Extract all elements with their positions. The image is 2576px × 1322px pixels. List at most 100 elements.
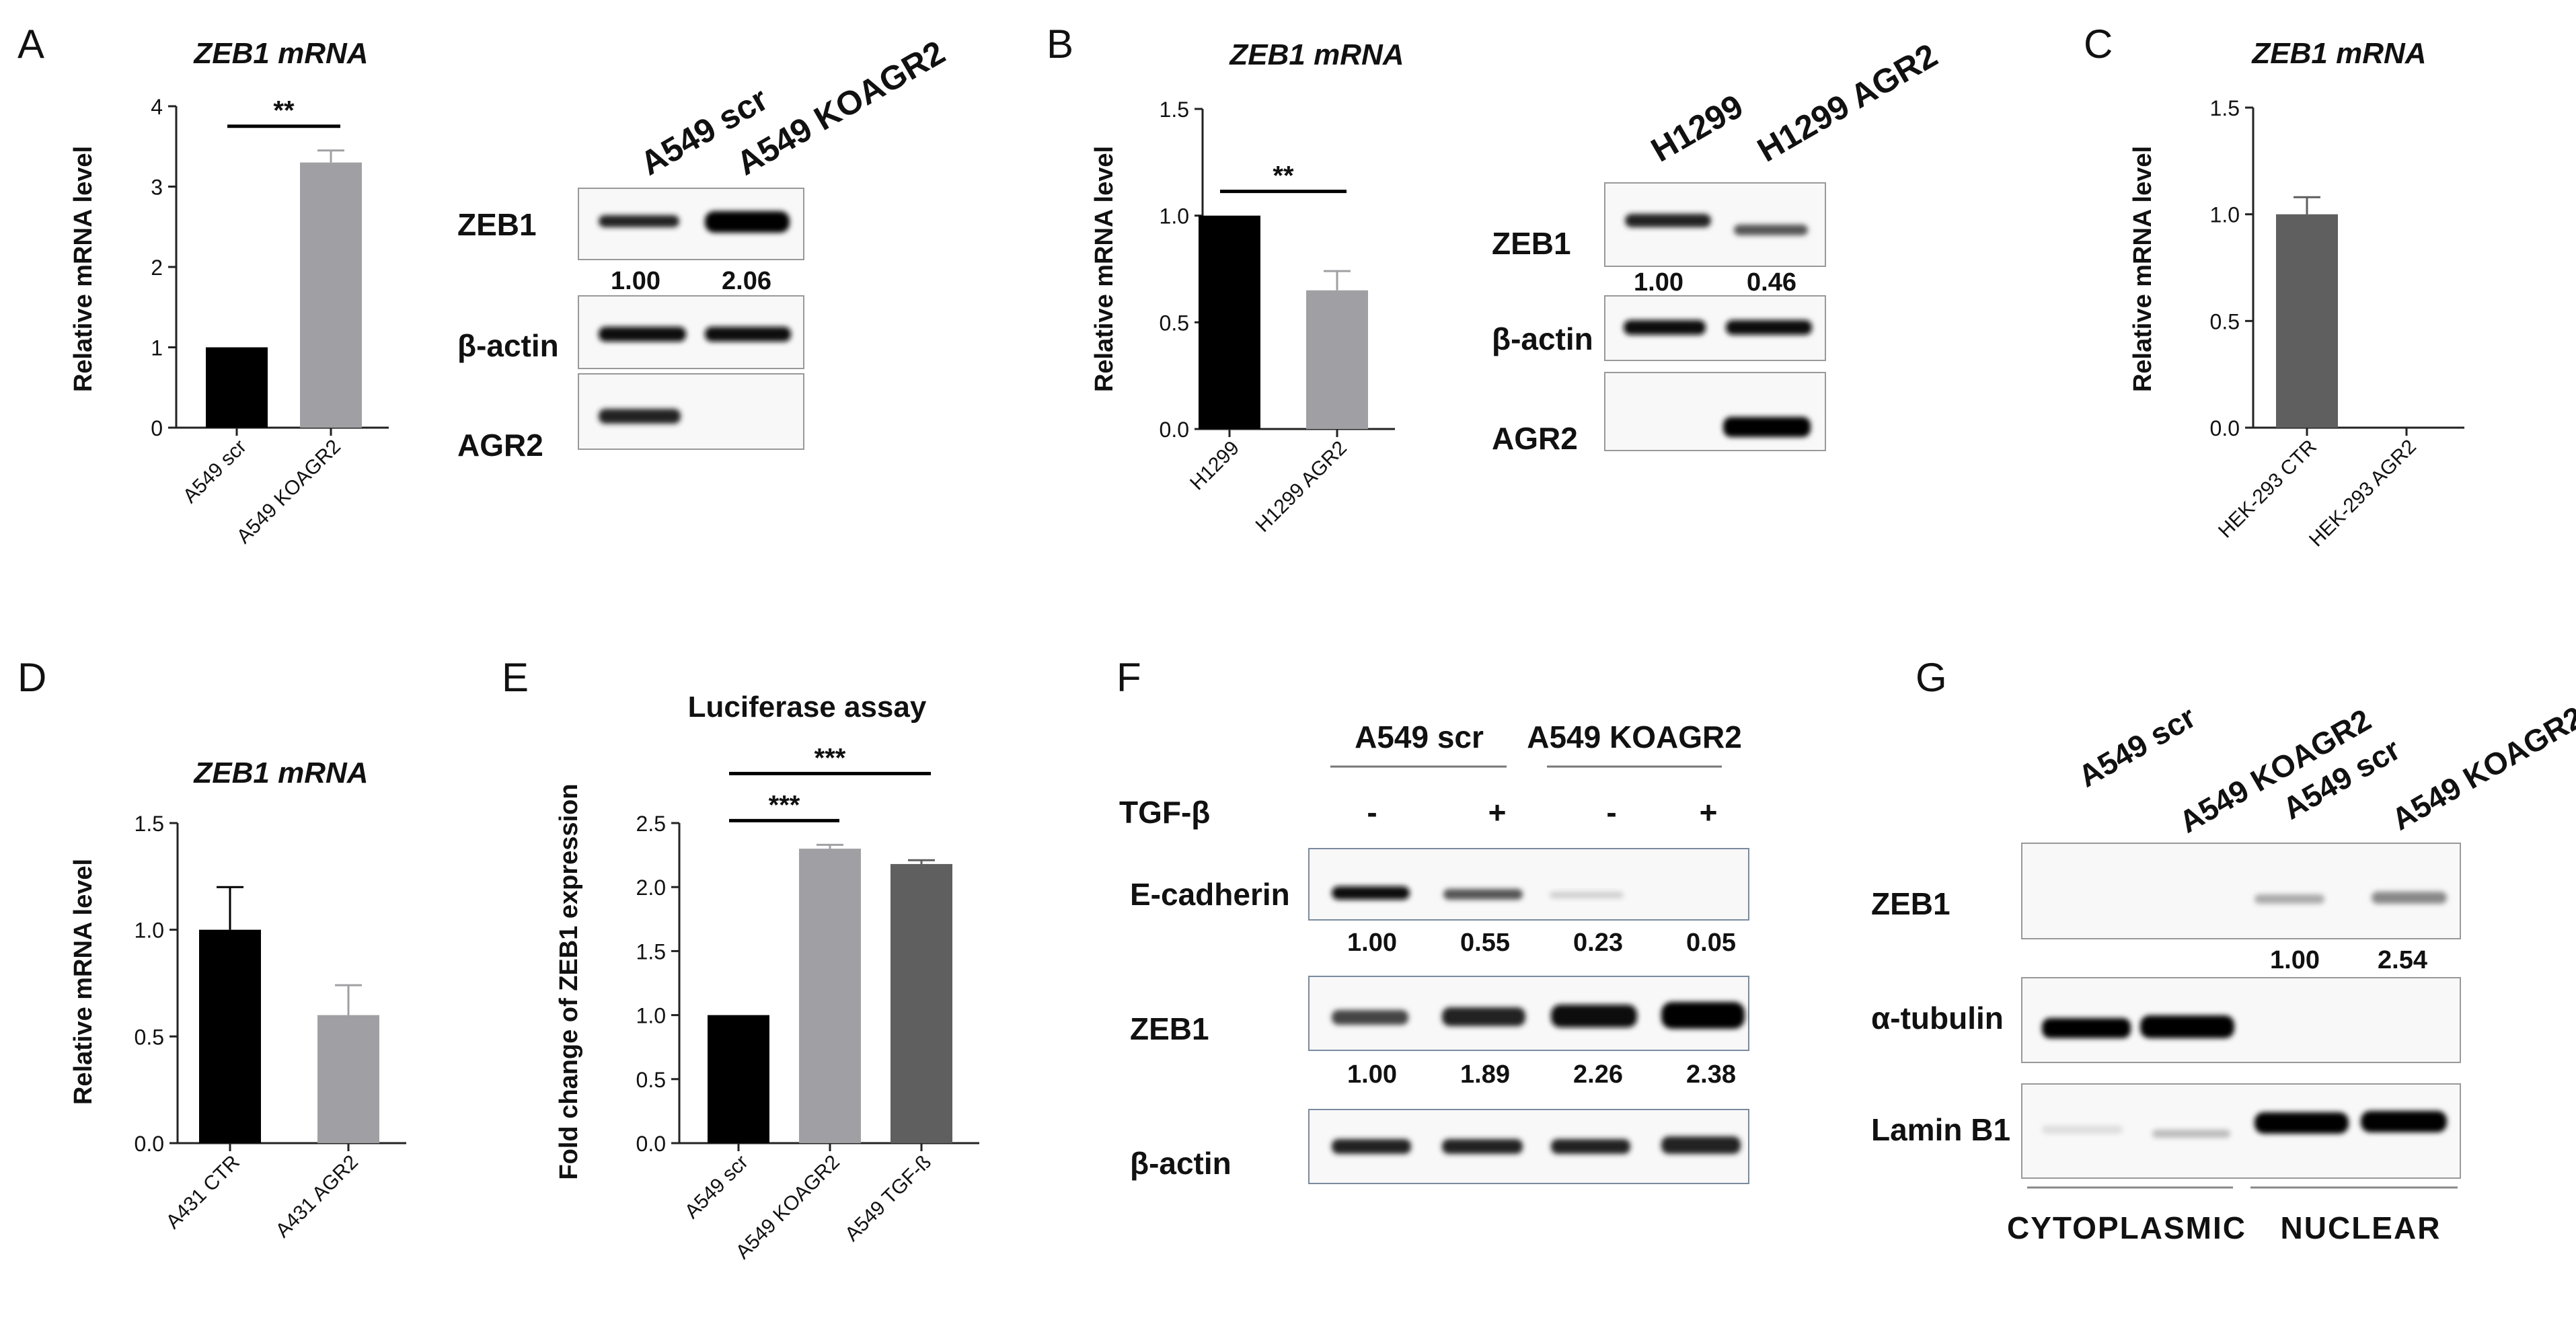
- y-tick-label: 0.5: [135, 1025, 164, 1049]
- blot-f-quant: 1.00: [1347, 1060, 1397, 1089]
- blot-b-row-label: AGR2: [1492, 421, 1578, 456]
- y-tick-label: 2.5: [636, 812, 666, 836]
- bar: [300, 162, 362, 428]
- blot-f-group-label: A549 scr: [1355, 720, 1484, 754]
- panel-letter-c: C: [2084, 22, 2113, 67]
- blot-f-quant: 2.26: [1573, 1060, 1623, 1089]
- blot-band: [1442, 1007, 1525, 1026]
- chart-title: ZEB1 mRNA: [1228, 38, 1404, 71]
- chart-d: ZEB1 mRNA Relative mRNA level 0.0 0.5 1.0 1.5…: [69, 756, 406, 1242]
- panel-letter-e: E: [502, 655, 529, 700]
- blot-f-treatment-sign: -: [1606, 795, 1616, 830]
- y-axis-label: Fold change of ZEB1 expression: [555, 783, 583, 1179]
- blot-b: H1299 H1299 AGR2 ZEB1 β-actin AGR2 1.00 …: [1492, 36, 1944, 456]
- blot-band: [1550, 892, 1624, 898]
- y-tick-label: 1.5: [636, 939, 666, 964]
- blot-g-fraction-label: CYTOPLASMIC: [2007, 1210, 2246, 1245]
- blot-band: [1332, 1010, 1408, 1025]
- blot-b-quant: 0.46: [1747, 268, 1796, 297]
- blot-f: A549 scr A549 KOAGR2 TGF-β - + - + E-cad…: [1119, 720, 1749, 1184]
- bar: [2276, 214, 2338, 428]
- x-tick-label: HEK-293 CTR: [2214, 436, 2321, 543]
- blot-g-quant: 1.00: [2270, 946, 2320, 974]
- y-tick-label: 4: [151, 95, 163, 119]
- blot-f-membrane: [1308, 848, 1749, 921]
- blot-g-fraction-label: NUCLEAR: [2281, 1210, 2441, 1245]
- blot-band: [599, 215, 679, 227]
- x-tick-label: A549 TGF-ß: [841, 1151, 936, 1246]
- blot-f-row-label: E-cadherin: [1130, 877, 1290, 912]
- blot-f-quant: 1.00: [1347, 929, 1397, 957]
- blot-band: [1624, 320, 1706, 335]
- x-tick-label: HEK-293 AGR2: [2305, 436, 2421, 551]
- blot-b-row-label: ZEB1: [1492, 226, 1571, 261]
- blot-a-quant: 1.00: [611, 267, 660, 295]
- chart-title: ZEB1 mRNA: [192, 756, 368, 789]
- chart-title: ZEB1 mRNA: [192, 37, 368, 70]
- blot-f-treatment-label: TGF-β: [1119, 795, 1210, 830]
- blot-f-quant: 1.89: [1460, 1060, 1510, 1089]
- x-tick-label: A549 scr: [179, 436, 251, 508]
- bar: [206, 347, 268, 428]
- blot-band: [599, 409, 681, 424]
- blot-band: [1661, 1002, 1745, 1029]
- y-tick-label: 1: [151, 336, 163, 360]
- y-tick-label: 0: [151, 416, 163, 440]
- blot-f-row-label: β-actin: [1130, 1146, 1232, 1181]
- blot-band: [1442, 1139, 1523, 1154]
- blot-band: [1625, 214, 1711, 227]
- y-tick-label: 0.0: [636, 1132, 666, 1156]
- bar: [199, 929, 261, 1143]
- blot-g-lane-label: A549 KOAGR2: [2386, 699, 2576, 837]
- y-tick-label: 0.0: [1160, 418, 1189, 442]
- y-tick-label: 0.5: [636, 1068, 666, 1092]
- significance-label: ***: [815, 743, 846, 773]
- blot-band: [2140, 1015, 2234, 1038]
- chart-c: ZEB1 mRNA Relative mRNA level 0.0 0.5 1.0 1.5…: [2129, 37, 2464, 551]
- y-axis-label: Relative mRNA level: [1090, 146, 1119, 392]
- blot-f-quant: 0.23: [1573, 929, 1623, 957]
- blot-g: A549 scr A549 KOAGR2 A549 scr A549 KOAGR…: [1871, 699, 2576, 1245]
- significance-label: ***: [769, 790, 800, 820]
- panel-letter-d: D: [17, 655, 46, 700]
- blot-band: [705, 211, 790, 233]
- blot-g-row-label: Lamin B1: [1871, 1112, 2010, 1147]
- blot-band: [2152, 1130, 2230, 1138]
- y-tick-label: 0.5: [1160, 311, 1189, 335]
- panel-letter-f: F: [1116, 655, 1141, 700]
- blot-band: [2042, 1126, 2123, 1134]
- panel-letter-b: B: [1047, 22, 1073, 67]
- y-tick-label: 2: [151, 256, 163, 280]
- blot-band: [2255, 894, 2324, 904]
- blot-band: [1443, 889, 1523, 900]
- blot-band: [1734, 225, 1808, 235]
- y-tick-label: 2.0: [636, 876, 666, 900]
- blot-f-quant: 0.55: [1460, 929, 1510, 957]
- blot-band: [1332, 886, 1410, 900]
- bar: [1199, 215, 1260, 429]
- y-tick-label: 0.0: [2210, 416, 2240, 440]
- x-tick-label: A549 scr: [681, 1151, 753, 1223]
- significance-label: **: [1273, 161, 1294, 191]
- blot-b-quant: 1.00: [1634, 268, 1683, 297]
- y-tick-label: 1.0: [2210, 203, 2240, 227]
- blot-g-row-label: α-tubulin: [1871, 1001, 2004, 1036]
- panel-letter-a: A: [17, 22, 44, 67]
- y-tick-label: 1.0: [1160, 204, 1189, 229]
- y-axis-label: Relative mRNA level: [69, 146, 98, 392]
- blot-band: [1726, 320, 1812, 335]
- x-tick-label: A431 CTR: [162, 1151, 244, 1233]
- blot-band: [2255, 1112, 2349, 1134]
- blot-band: [1661, 1136, 1741, 1154]
- y-tick-label: 1.0: [636, 1004, 666, 1028]
- chart-b: ZEB1 mRNA Relative mRNA level 0.0 0.5 1.0 1.5…: [1090, 38, 1404, 537]
- blot-b-lane-label: H1299 AGR2: [1751, 36, 1944, 169]
- blot-band: [705, 327, 791, 342]
- y-axis-label: Relative mRNA level: [2129, 146, 2157, 392]
- bar: [799, 849, 861, 1143]
- blot-a: A549 scr A549 KOAGR2 ZEB1 β-actin AGR2 1…: [457, 33, 951, 463]
- blot-f-treatment-sign: -: [1367, 795, 1377, 830]
- bar: [708, 1015, 769, 1143]
- blot-g-row-label: ZEB1: [1871, 886, 1950, 921]
